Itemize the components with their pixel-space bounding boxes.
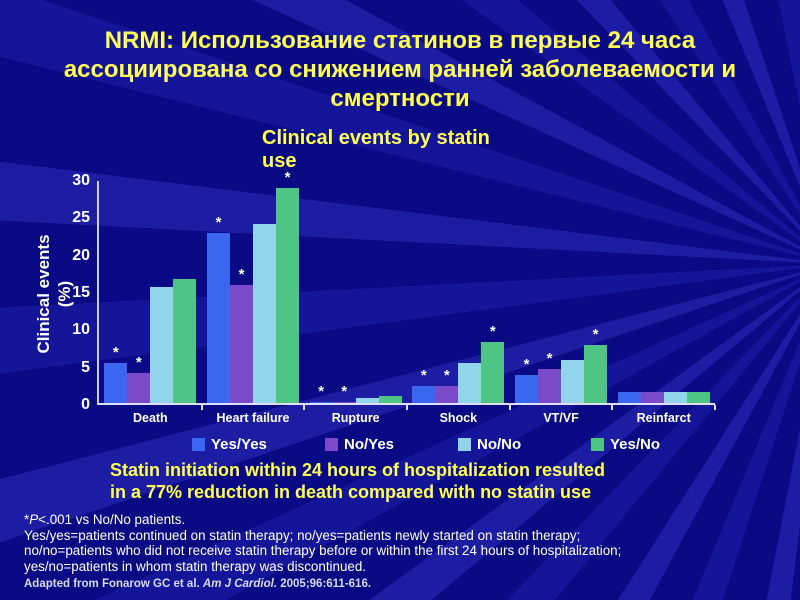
y-tick-label-0: 0 [81, 396, 90, 413]
significance-star: * [238, 266, 245, 284]
significance-star: * [318, 382, 325, 400]
bar-vt-vf-no-yes: * [538, 351, 562, 403]
bar-rupture-yes-no [378, 395, 402, 403]
bar-death-yes-no [173, 279, 197, 403]
bar-group-vt-vf: * * * VT/VF [510, 181, 614, 425]
y-tick-label-5: 5 [81, 358, 90, 376]
category-label-shock: Shock [439, 411, 478, 425]
bar-rupture-no-yes: * [332, 384, 356, 403]
significance-star: * [215, 213, 222, 231]
bar-heart-failure-yes-no: * [276, 170, 299, 403]
category-label-heart-failure: Heart failure [216, 411, 290, 425]
slide-title: NRMI: Использование статинов в первые 24… [63, 27, 737, 112]
bar-death-yes-yes: * [104, 345, 128, 403]
significance-star: * [592, 325, 599, 343]
significance-star: * [341, 382, 348, 400]
bar-group-shock: * * * Shock [407, 181, 511, 425]
citation-prefix: Adapted from Fonarow GC et al. [24, 578, 203, 590]
category-label-vt-vf: VT/VF [543, 411, 579, 425]
legend-swatch-yes-no [591, 438, 604, 451]
chart-title: Clinical events by statin use [262, 127, 490, 172]
category-label-death: Death [132, 411, 168, 425]
bars-row: * * Death * * * Heart failure * * Rupture * * * Shock… [99, 170, 716, 425]
y-tick-label-15: 15 [72, 284, 90, 301]
legend-swatch-no-no [458, 438, 471, 451]
footnote-line-1-rest: <.001 vs No/No patients. [38, 512, 186, 527]
legend-item-yes-no: Yes/No [591, 436, 724, 453]
bar-shock-no-yes: * [435, 368, 459, 403]
bar-shock-yes-yes: * [412, 368, 436, 403]
key-finding-statement: Statin initiation within 24 hours of hos… [110, 460, 606, 502]
bar-vt-vf-yes-yes: * [515, 357, 539, 403]
bar-vt-vf-no-no [561, 360, 585, 403]
significance-star: * [443, 366, 450, 384]
source-citation: Adapted from Fonarow GC et al. Am J Card… [24, 578, 724, 590]
category-label-reinfarct: Reinfarct [636, 411, 691, 425]
bar-rupture-yes-yes: * [309, 384, 333, 403]
citation-suffix: 2005;96:611-616. [277, 578, 372, 590]
legend-swatch-no-yes [325, 438, 338, 451]
bar-heart-failure-no-yes: * [230, 267, 253, 403]
significance-star: * [546, 350, 553, 368]
significance-star: * [523, 356, 530, 374]
legend-item-yes-yes: Yes/Yes [192, 436, 325, 453]
legend-label-yes-yes: Yes/Yes [211, 436, 267, 453]
footnote-line-2: Yes/yes=patients continued on statin the… [24, 527, 581, 543]
legend-item-no-yes: No/Yes [325, 436, 458, 453]
y-tick-label-25: 25 [72, 209, 90, 227]
footnote-p-italic: P [29, 512, 39, 527]
bar-reinfarct-no-no [663, 391, 687, 403]
bar-group-heart-failure: * * * Heart failure [202, 170, 306, 425]
bar-group-reinfarct: Reinfarct [612, 181, 716, 425]
legend-label-no-yes: No/Yes [344, 436, 395, 453]
bar-heart-failure-no-no [253, 223, 276, 403]
bar-reinfarct-yes-no [686, 391, 710, 403]
legend-label-yes-no: Yes/No [610, 436, 661, 453]
bar-vt-vf-yes-no: * [584, 327, 608, 403]
y-tick-label-10: 10 [72, 321, 90, 339]
footnote-line-1: *P<.001 vs No/No patients. [24, 512, 789, 528]
legend-label-no-no: No/No [477, 436, 522, 453]
bar-heart-failure-yes-yes: * [207, 215, 230, 403]
y-tick-label-30: 30 [72, 172, 90, 189]
bar-rupture-no-no [355, 397, 379, 403]
footnote: *P<.001 vs No/No patients. Yes/yes=patie… [24, 512, 789, 574]
legend-swatch-yes-yes [192, 438, 205, 451]
bar-shock-no-no [458, 362, 482, 403]
significance-star: * [489, 322, 496, 340]
footnote-line-3: no/no=patients who did not receive stati… [24, 543, 622, 559]
significance-star: * [135, 354, 142, 372]
bar-group-death: * * Death [99, 181, 203, 425]
significance-star: * [284, 168, 291, 186]
y-axis-ticks: 0 5 10 15 20 25 30 [52, 172, 90, 413]
bar-death-no-yes: * [127, 355, 151, 403]
bar-death-no-no [150, 287, 174, 403]
significance-star: * [420, 366, 427, 384]
footnote-star: * [24, 512, 30, 527]
chart-legend: Yes/Yes No/Yes No/No Yes/No [192, 436, 724, 453]
legend-item-no-no: No/No [458, 436, 591, 453]
bar-reinfarct-yes-yes [617, 391, 641, 403]
significance-star: * [112, 343, 119, 361]
category-label-rupture: Rupture [331, 411, 380, 425]
footnote-line-4: yes/no=patients in whom statin therapy w… [24, 558, 367, 574]
plot-area: * * Death * * * Heart failure * * Rupture * * * Shock… [97, 170, 716, 425]
y-tick-label-20: 20 [72, 246, 90, 264]
citation-journal-italic: Am J Cardiol. [202, 578, 278, 590]
bar-reinfarct-no-yes [640, 391, 664, 403]
bar-group-rupture: * * Rupture [304, 181, 408, 425]
bar-shock-yes-no: * [481, 324, 505, 403]
